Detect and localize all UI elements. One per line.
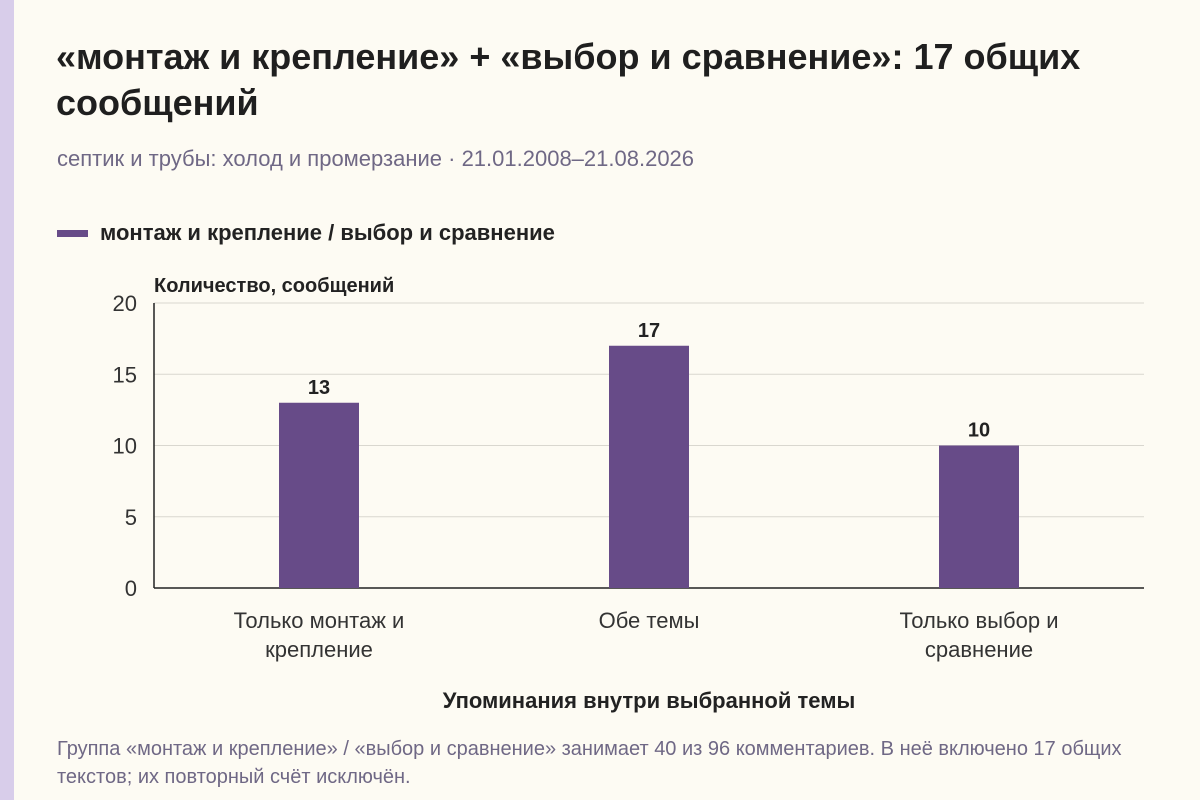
bar-value-label: 10 [968,420,990,442]
accent-bar [0,0,14,800]
y-tick-label: 5 [125,505,137,530]
bar [279,402,359,588]
y-tick-label: 10 [113,434,137,459]
bar [939,445,1019,588]
labels: 0 5 10 15 20 Количество, сообщений 13 Только мо… [113,275,1059,713]
x-tick-label-line: Обе темы [599,608,700,633]
x-tick-label-line: Только выбор и [900,608,1059,633]
bar [609,345,689,588]
y-axis-title: Количество, сообщений [154,275,394,297]
footnote: Группа «монтаж и крепление» / «выбор и с… [57,738,1122,788]
y-tick-label: 20 [113,291,137,316]
chart-title: «монтаж и крепление» + «выбор и сравнени… [56,36,1081,123]
bar-value-label: 13 [308,377,330,399]
legend: монтаж и крепление / выбор и сравнение [57,218,555,248]
x-tick-label-line: крепление [265,637,373,662]
x-tick-label: Только монтаж и крепление [234,608,405,662]
x-tick-label-line: сравнение [925,637,1033,662]
x-tick-label: Обе темы [599,608,700,633]
y-tick-label: 0 [125,576,137,601]
x-axis-title: Упоминания внутри выбранной темы [443,688,856,713]
legend-label: монтаж и крепление / выбор и сравнение [100,220,555,245]
bars [279,345,1019,588]
legend-swatch [57,229,88,237]
y-tick-label: 15 [113,362,137,387]
chart-subtitle: септик и трубы: холод и промерзание · 21… [57,146,695,171]
x-tick-label: Только выбор и сравнение [900,608,1059,662]
x-tick-label-line: Только монтаж и [234,608,405,633]
bar-value-label: 17 [638,320,660,342]
